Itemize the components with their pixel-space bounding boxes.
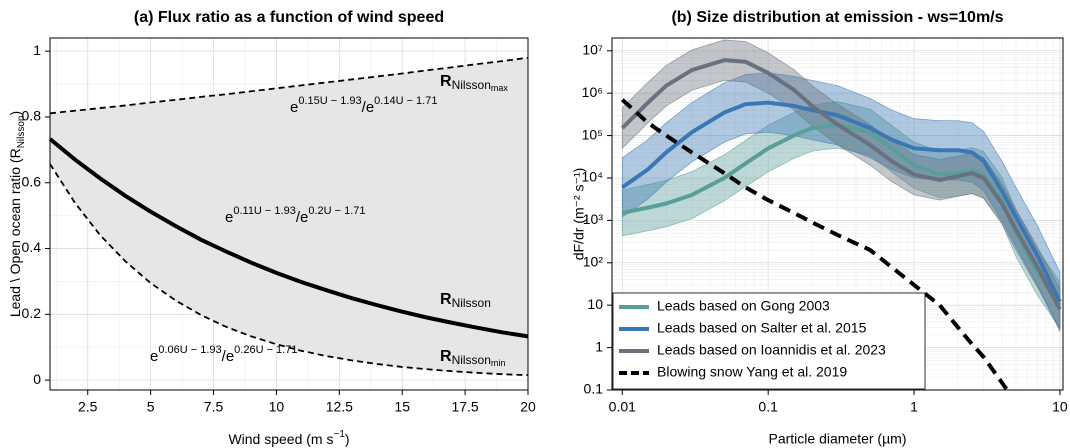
y-tick-label: 1 — [33, 42, 41, 58]
label-part: 0.2U − 1.71 — [308, 205, 365, 217]
label-part: min — [491, 358, 506, 368]
series-line — [621, 100, 1062, 303]
x-tick-label: 1 — [910, 399, 918, 415]
label-part: max — [491, 83, 509, 93]
label-part: Wind speed (m s — [228, 431, 333, 447]
y-tick-label: 10⁴ — [581, 169, 603, 185]
chart-title: (b) Size distribution at emission - ws=1… — [671, 9, 1003, 26]
label-part: 0.11U − 1.93 — [233, 205, 295, 217]
label-part: /e — [296, 209, 309, 226]
legend-label: Leads based on Salter et al. 2015 — [657, 320, 867, 336]
x-axis-label: Wind speed (m s−1) — [228, 429, 349, 447]
series-line — [49, 56, 529, 115]
y-axis-label: Lead \ Open ocean ratio (RNilsson) — [7, 111, 27, 317]
y-tick-label: 0 — [33, 371, 41, 387]
label-part: e — [290, 99, 298, 116]
series-line — [49, 163, 529, 377]
y-tick-label: 10⁵ — [582, 126, 603, 142]
legend-label: Leads based on Gong 2003 — [657, 298, 830, 314]
series-line — [620, 98, 1010, 390]
x-axis-label: Particle diameter (µm) — [769, 431, 907, 447]
x-tick-label: 2.5 — [78, 399, 98, 415]
y-tick-label: 10⁶ — [582, 84, 603, 100]
legend: Leads based on Gong 2003 Leads based on S… — [612, 292, 926, 390]
x-tick-label: 12.5 — [326, 399, 353, 415]
curve-label: RNilssonmin — [440, 348, 505, 368]
curve-label: RNilsson — [440, 291, 491, 310]
uncertainty-band — [621, 39, 1061, 330]
label-part: Lead \ Open ocean ratio (R — [7, 148, 23, 317]
series-line — [620, 58, 1062, 311]
clip-layer — [620, 39, 1062, 390]
x-tick-label: 17.5 — [451, 399, 478, 415]
label-part: Nilsson — [452, 353, 491, 367]
formula: e0.06U − 1.93/e0.26U − 1.71 — [150, 344, 297, 365]
legend-label: Leads based on Ioannidis et al. 2023 — [657, 342, 886, 358]
x-tick-label: 15 — [394, 399, 410, 415]
y-tick-label: 10³ — [583, 211, 604, 227]
x-tick-label: 10 — [269, 399, 285, 415]
label-part: 0.15U − 1.93 — [298, 95, 361, 107]
legend-box — [612, 292, 926, 390]
label-part: e — [150, 348, 158, 365]
x-tick-label: 20 — [520, 399, 536, 415]
label-part: ) — [345, 431, 350, 447]
label-part: ) — [7, 111, 23, 116]
y-tick-label: 10 — [587, 296, 603, 312]
x-tick-label: 0.1 — [758, 399, 778, 415]
y-tick-label: 0.4 — [22, 239, 42, 255]
x-tick-label: 10 — [1052, 399, 1068, 415]
y-tick-label: 0.6 — [22, 173, 42, 189]
x-tick-label: 0.01 — [609, 399, 636, 415]
y-tick-label: 0.8 — [22, 108, 42, 124]
y-tick-label: 1 — [595, 338, 603, 354]
label-part: −1 — [333, 429, 345, 440]
axes-frame — [49, 37, 529, 391]
y-tick-label: 0.2 — [22, 305, 42, 321]
label-part: Nilsson — [16, 115, 27, 148]
axes-frame — [611, 37, 1064, 391]
panel: (b) Size distribution at emission - ws=1… — [571, 9, 1068, 446]
panel: (a) Flux ratio as a function of wind spe… — [7, 9, 536, 446]
series-line — [48, 137, 529, 339]
label-part: R — [440, 73, 452, 90]
label-part: Nilsson — [452, 296, 491, 310]
formula: e0.11U − 1.93/e0.2U − 1.71 — [225, 205, 366, 226]
x-tick-label: 7.5 — [204, 399, 224, 415]
label-part: 0.14U − 1.71 — [374, 95, 437, 107]
y-tick-label: 10² — [583, 253, 604, 269]
legend-label: Blowing snow Yang et al. 2019 — [657, 364, 847, 380]
label-part: e — [225, 209, 233, 226]
y-axis-label: dF/dr (m⁻² s⁻¹) — [571, 168, 587, 261]
label-part: Nilsson — [452, 78, 491, 92]
label-part: 0.26U − 1.71 — [234, 344, 297, 356]
label-part: R — [440, 291, 452, 308]
y-tick-label: 10⁷ — [582, 41, 603, 57]
curve-label: RNilssonmax — [440, 73, 508, 93]
label-part: /e — [362, 99, 375, 116]
shaded-range — [50, 57, 528, 376]
label-part: /e — [222, 348, 235, 365]
label-part: 0.06U − 1.93 — [158, 344, 221, 356]
formula: e0.15U − 1.93/e0.14U − 1.71 — [290, 95, 437, 116]
chart-title: (a) Flux ratio as a function of wind spe… — [134, 9, 444, 26]
x-tick-label: 5 — [147, 399, 155, 415]
label-part: R — [440, 348, 452, 365]
uncertainty-band — [621, 72, 1061, 332]
y-tick-label: 0.1 — [584, 381, 604, 397]
